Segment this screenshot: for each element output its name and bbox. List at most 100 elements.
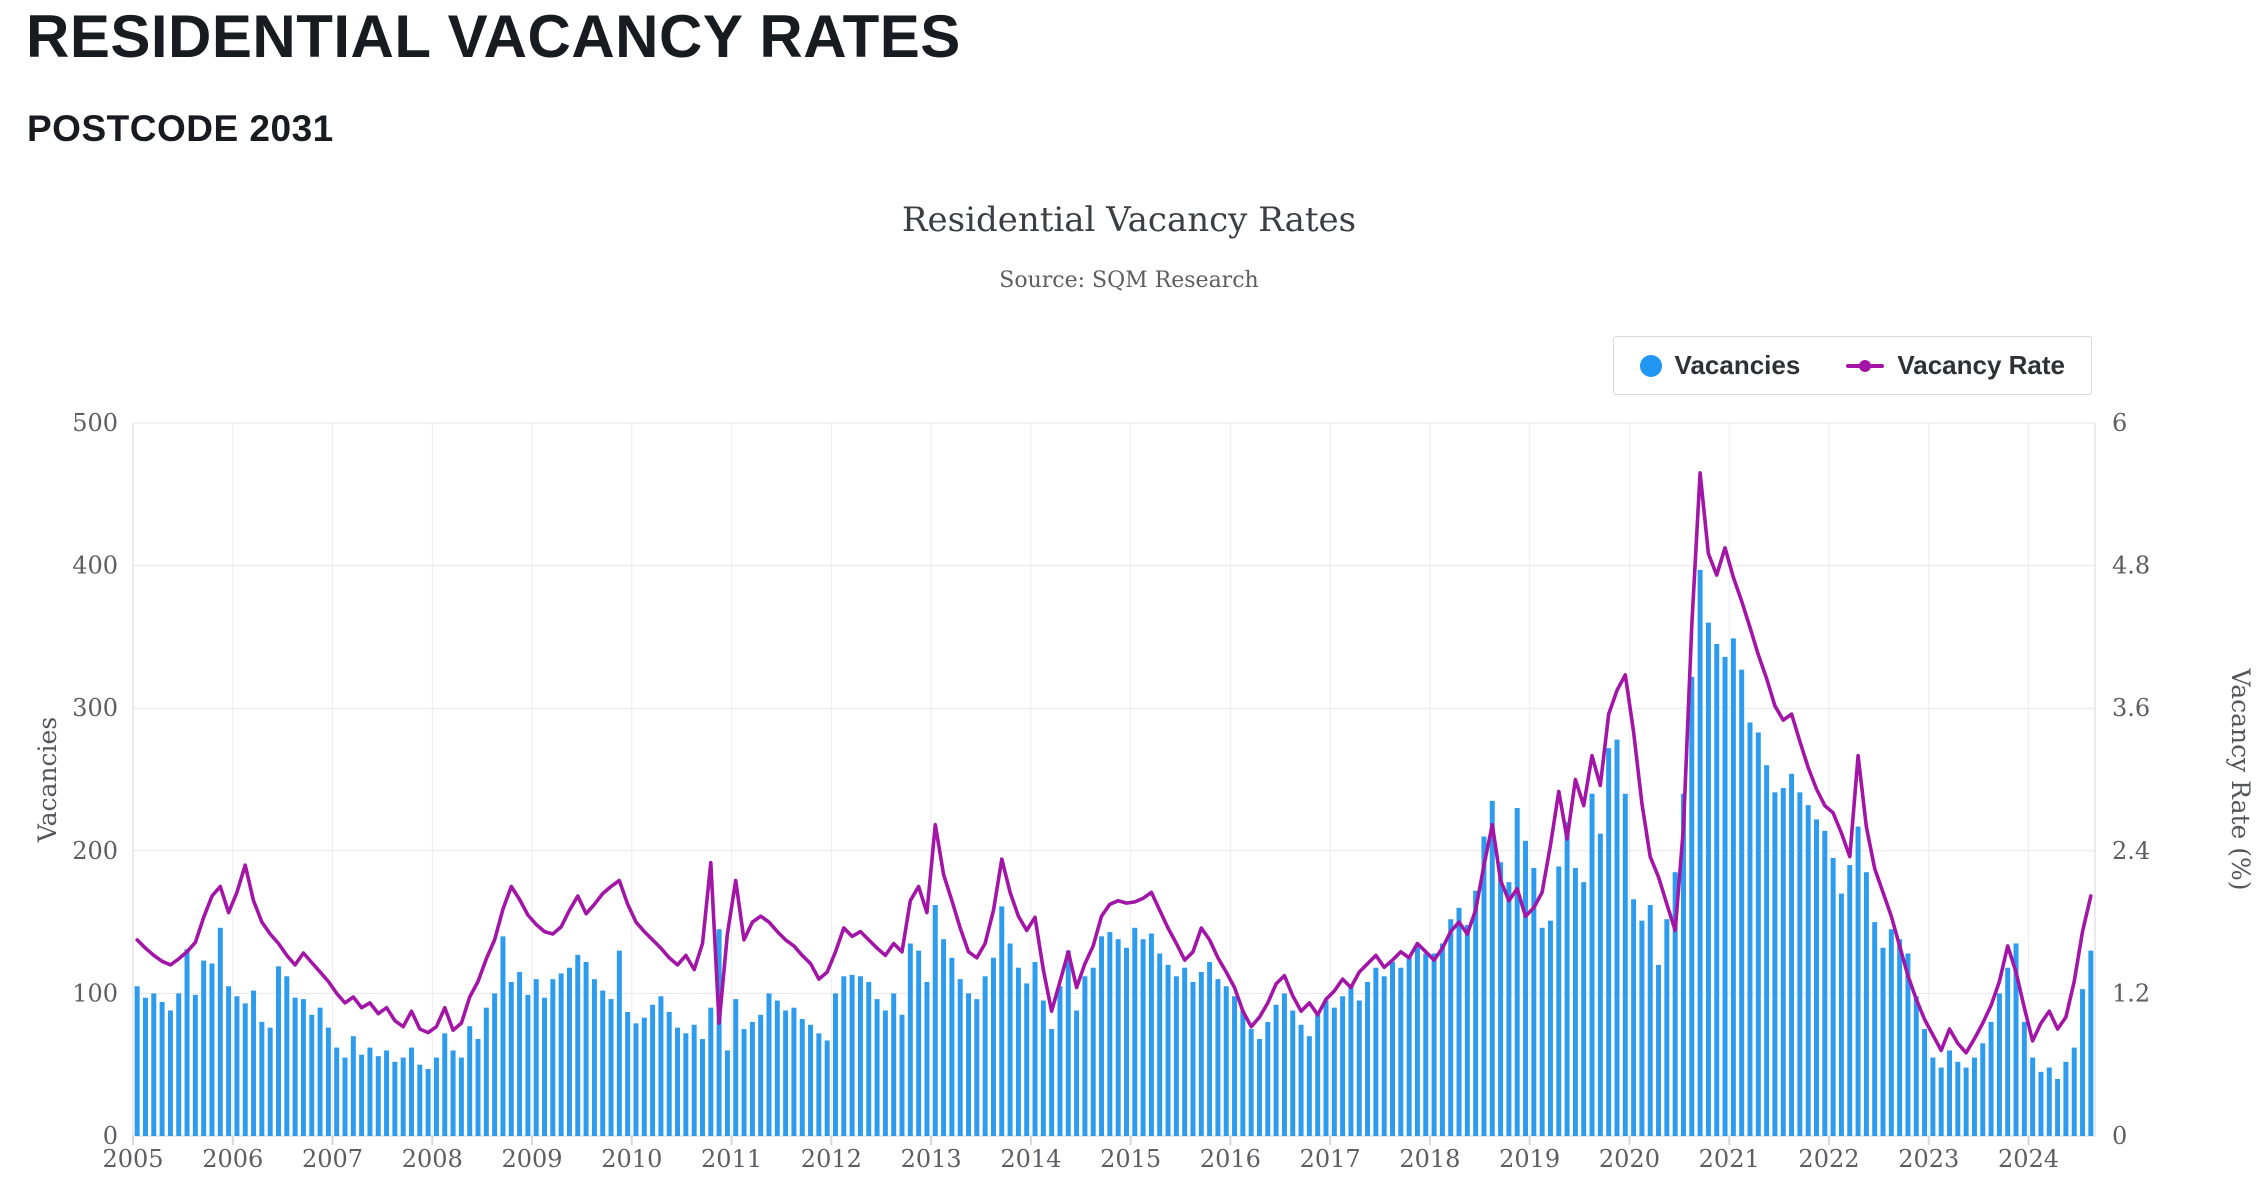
- vacancies-bar: [1306, 1036, 1312, 1136]
- vacancies-bar: [1365, 981, 1371, 1136]
- vacancies-bar: [1789, 773, 1795, 1136]
- vacancies-bar: [1922, 1029, 1928, 1136]
- legend-item-vacancies[interactable]: Vacancies: [1639, 350, 1800, 381]
- vacancies-bar: [1024, 983, 1030, 1136]
- vacancies-bar: [251, 990, 257, 1136]
- vacancies-bar: [1913, 996, 1919, 1136]
- vacancies-bar: [300, 999, 306, 1136]
- vacancies-bar: [783, 1010, 789, 1136]
- x-tick-label: 2020: [1599, 1145, 1660, 1173]
- vacancies-bar: [1198, 972, 1204, 1136]
- vacancies-bar: [375, 1056, 381, 1136]
- vacancies-bar: [492, 993, 498, 1136]
- vacancies-bar: [367, 1047, 373, 1136]
- vacancies-bar: [1888, 929, 1894, 1136]
- vacancies-bar: [1938, 1067, 1944, 1136]
- vacancies-bar: [201, 960, 207, 1136]
- vacancies-bar: [1423, 953, 1429, 1136]
- vacancies-bar: [1764, 765, 1770, 1136]
- vacancies-bar: [1614, 739, 1620, 1136]
- vacancies-bar: [857, 976, 863, 1136]
- chart-title: Residential Vacancy Rates: [901, 200, 1357, 240]
- circle-icon: [1639, 354, 1662, 377]
- x-tick-label: 2013: [901, 1145, 962, 1173]
- vacancies-bar: [1905, 953, 1911, 1136]
- vacancies-bar: [949, 957, 955, 1136]
- y-tick-label-left: 300: [72, 694, 118, 722]
- vacancies-bar: [1390, 962, 1395, 1136]
- vacancies-bar: [1431, 953, 1437, 1136]
- vacancies-bar: [2063, 1061, 2069, 1136]
- vacancies-bar: [907, 943, 913, 1136]
- vacancies-bar: [1207, 962, 1213, 1136]
- vacancies-bar: [2038, 1071, 2044, 1136]
- x-tick-label: 2022: [1798, 1145, 1859, 1173]
- vacancies-bar: [2055, 1078, 2061, 1136]
- vacancies-bar: [1373, 967, 1379, 1136]
- vacancies-bar: [234, 996, 240, 1136]
- vacancies-bar: [899, 1014, 905, 1136]
- vacancies-bar: [2046, 1067, 2052, 1136]
- vacancies-bar: [1539, 927, 1545, 1136]
- vacancies-bar: [1182, 967, 1188, 1136]
- vacancies-bar: [575, 954, 581, 1136]
- vacancies-bar: [475, 1039, 481, 1136]
- y-tick-label-right: 4.8: [2112, 552, 2150, 580]
- vacancies-bar: [1265, 1021, 1271, 1136]
- vacancies-bar: [342, 1057, 348, 1136]
- vacancies-bar: [1572, 867, 1578, 1136]
- vacancies-bar: [841, 976, 847, 1136]
- y-tick-label-right: 3.6: [2112, 694, 2150, 722]
- vacancies-bar: [317, 1007, 323, 1136]
- vacancies-bar: [924, 981, 930, 1136]
- vacancies-bar: [226, 986, 232, 1136]
- vacancies-bar: [733, 999, 739, 1136]
- y-tick-label-left: 0: [103, 1122, 118, 1150]
- vacancies-bar: [1963, 1067, 1969, 1136]
- vacancies-bar: [517, 972, 523, 1136]
- vacancies-bar: [2071, 1047, 2077, 1136]
- vacancies-bar: [849, 974, 855, 1136]
- vacancies-bar: [1822, 830, 1828, 1136]
- y-tick-label-left: 200: [72, 837, 118, 865]
- vacancies-bar: [433, 1057, 439, 1136]
- vacancies-bar: [1547, 920, 1553, 1136]
- vacancies-bar: [932, 904, 938, 1136]
- vacancies-bar: [699, 1039, 705, 1136]
- vacancies-bar: [1556, 866, 1562, 1136]
- vacancies-bar: [1049, 1029, 1055, 1136]
- vacancies-bar: [400, 1057, 406, 1136]
- vacancies-bar: [1406, 957, 1412, 1136]
- vacancies-bar: [176, 993, 182, 1136]
- vacancies-bar: [284, 976, 290, 1136]
- vacancies-bar: [633, 1023, 639, 1136]
- y-tick-label-right: 0: [2112, 1122, 2127, 1150]
- vacancies-bar: [1348, 986, 1354, 1136]
- vacancies-bar: [1157, 953, 1163, 1136]
- vacancies-bar: [1996, 993, 2002, 1136]
- vacancies-bar: [1498, 862, 1504, 1136]
- vacancies-bar: [1747, 722, 1753, 1136]
- x-tick-label: 2021: [1699, 1145, 1760, 1173]
- vacancies-bar: [1872, 922, 1878, 1136]
- vacancies-bar: [1847, 865, 1853, 1136]
- y-tick-label-right: 6: [2112, 409, 2127, 437]
- vacancies-bar: [1647, 904, 1653, 1136]
- vacancies-bar: [450, 1050, 456, 1136]
- vacancies-bar: [1897, 939, 1903, 1136]
- vacancies-bar: [1514, 808, 1520, 1136]
- legend-item-vacancy-rate[interactable]: Vacancy Rate: [1846, 350, 2065, 381]
- vacancies-bar: [458, 1057, 464, 1136]
- vacancies-bar: [1656, 964, 1662, 1136]
- vacancies-bar: [1015, 967, 1021, 1136]
- vacancies-bar: [1714, 644, 1720, 1136]
- vacancies-bar: [1730, 638, 1736, 1136]
- vacancies-bar: [1414, 943, 1420, 1136]
- vacancies-bar: [1165, 964, 1171, 1136]
- vacancies-bar: [708, 1007, 714, 1136]
- vacancies-bar: [1814, 819, 1819, 1136]
- vacancies-bar: [1356, 1000, 1362, 1136]
- vacancies-bar: [1639, 920, 1645, 1136]
- vacancies-bar: [1290, 1010, 1296, 1136]
- vacancies-bar: [417, 1064, 423, 1136]
